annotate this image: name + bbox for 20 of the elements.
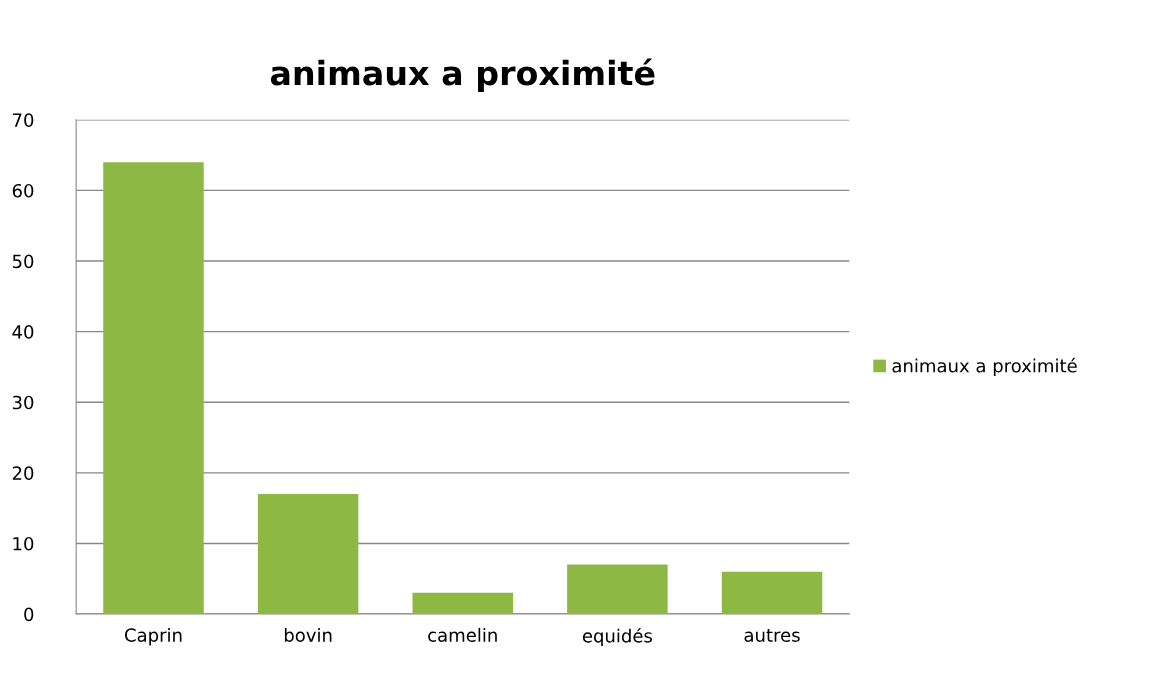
- bar: [257, 494, 359, 615]
- x-tick-label: Caprin: [124, 627, 182, 646]
- y-tick-label: 70: [13, 113, 34, 127]
- y-tick-label: 40: [12, 325, 34, 339]
- legend-label: animaux a proximité: [892, 357, 1077, 377]
- x-tick-label: autres: [744, 628, 800, 642]
- y-tick-label: 10: [13, 536, 34, 551]
- y-tick-label: 60: [12, 183, 34, 198]
- y-tick-label: 30: [12, 395, 34, 410]
- x-tick-label: bovin: [284, 627, 332, 642]
- y-tick-label: 0: [24, 607, 34, 622]
- chart-title: animaux a proximité: [270, 58, 655, 93]
- bar: [103, 162, 204, 615]
- bar: [412, 592, 514, 615]
- bar: [567, 564, 668, 615]
- bar: [721, 571, 823, 615]
- y-tick-label: 50: [12, 254, 34, 269]
- x-tick-label: equidés: [582, 627, 653, 647]
- y-tick-label: 20: [12, 466, 34, 480]
- x-tick-label: camelin: [428, 627, 497, 642]
